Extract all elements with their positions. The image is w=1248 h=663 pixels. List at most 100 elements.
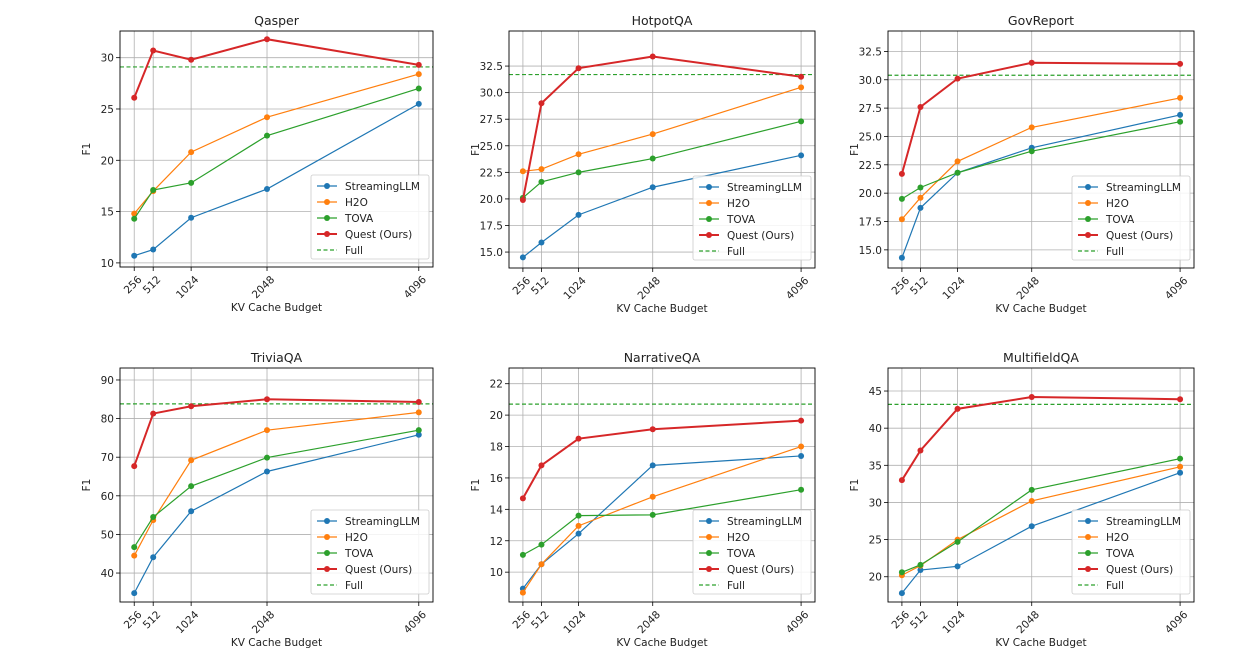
legend-box xyxy=(310,509,430,595)
data-point xyxy=(264,427,271,434)
x-tick-label: 256 xyxy=(122,609,145,632)
legend-box xyxy=(692,509,812,595)
x-tick-label: 4096 xyxy=(784,609,812,637)
y-tick-label: 90 xyxy=(101,375,114,387)
legend-swatch-marker xyxy=(1085,534,1091,540)
legend-label: Quest (Ours) xyxy=(345,229,412,241)
data-point xyxy=(649,184,656,191)
y-axis-label: F1 xyxy=(470,143,482,156)
legend-label: Quest (Ours) xyxy=(1106,564,1173,576)
y-tick-label: 25 xyxy=(101,104,114,116)
data-point xyxy=(538,100,545,107)
data-point xyxy=(1177,396,1184,403)
legend-swatch-marker xyxy=(706,534,712,540)
x-tick-label: 1024 xyxy=(174,274,202,302)
legend: StreamingLLM H2O TOVA Quest (Ours) Full xyxy=(1071,175,1191,261)
data-point xyxy=(649,155,656,162)
y-tick-label: 27.5 xyxy=(859,103,882,115)
y-tick-label: 14 xyxy=(490,504,504,516)
data-point xyxy=(131,552,138,559)
x-axis-label: KV Cache Budget xyxy=(616,637,707,649)
data-point xyxy=(415,61,422,68)
data-point xyxy=(1177,118,1184,125)
data-point xyxy=(538,166,545,173)
y-tick-label: 35 xyxy=(869,460,882,472)
data-point xyxy=(538,561,545,568)
legend-label: TOVA xyxy=(1105,214,1135,226)
data-point xyxy=(898,477,905,484)
y-tick-label: 15.0 xyxy=(859,245,882,257)
legend-label: StreamingLLM xyxy=(345,181,420,193)
subplot-title: MultifieldQA xyxy=(1003,350,1079,365)
legend-swatch-marker xyxy=(1085,216,1091,222)
data-point xyxy=(1177,94,1184,101)
data-point xyxy=(150,246,157,253)
legend-swatch-marker xyxy=(324,183,330,189)
x-axis-label: KV Cache Budget xyxy=(231,302,322,314)
data-point xyxy=(898,170,905,177)
legend-swatch-marker xyxy=(1085,550,1091,556)
y-tick-label: 27.5 xyxy=(480,114,503,126)
data-point xyxy=(188,508,195,515)
legend-box xyxy=(310,174,430,260)
x-tick-label: 512 xyxy=(529,609,552,632)
legend-label: Full xyxy=(345,245,363,257)
legend-swatch-marker xyxy=(706,216,712,222)
legend-swatch-marker xyxy=(324,215,330,221)
legend-label: TOVA xyxy=(1105,548,1135,560)
axes-frame xyxy=(508,30,816,269)
x-tick-label: 4096 xyxy=(784,275,812,303)
x-tick-label: 1024 xyxy=(561,609,589,637)
y-tick-label: 17.5 xyxy=(480,220,503,232)
y-tick-label: 25 xyxy=(869,535,882,547)
x-tick-label: 512 xyxy=(529,275,552,298)
data-point xyxy=(798,443,805,450)
data-point xyxy=(798,417,805,424)
data-point xyxy=(649,426,656,433)
data-point xyxy=(917,194,924,201)
x-tick-label: 256 xyxy=(510,609,533,632)
data-point xyxy=(415,71,422,78)
data-point xyxy=(519,589,526,596)
x-tick-label: 512 xyxy=(908,609,931,632)
legend-label: H2O xyxy=(1106,198,1129,210)
x-tick-label: 2048 xyxy=(250,609,277,636)
y-tick-label: 20.0 xyxy=(859,188,882,200)
data-point xyxy=(188,403,195,410)
data-point xyxy=(264,132,271,139)
data-point xyxy=(519,196,526,203)
y-tick-label: 20 xyxy=(101,155,114,167)
data-point xyxy=(917,567,924,574)
data-point xyxy=(150,47,157,54)
y-tick-label: 15.0 xyxy=(480,247,503,259)
data-point xyxy=(188,179,195,186)
y-tick-label: 15 xyxy=(101,207,114,219)
legend-swatch-marker xyxy=(706,232,712,238)
data-point xyxy=(649,493,656,500)
legend-swatch-marker xyxy=(706,566,712,572)
data-point xyxy=(917,204,924,211)
y-tick-label: 18 xyxy=(490,442,503,454)
x-tick-label: 256 xyxy=(889,275,912,298)
legend-box xyxy=(692,175,812,261)
x-tick-label: 4096 xyxy=(1163,275,1191,303)
y-axis-label: F1 xyxy=(81,143,93,156)
axes-frame xyxy=(119,367,434,603)
legend-swatch-marker xyxy=(706,200,712,206)
data-point xyxy=(898,254,905,261)
x-tick-label: 1024 xyxy=(561,275,589,303)
data-point xyxy=(954,75,961,82)
data-point xyxy=(519,168,526,175)
legend: StreamingLLM H2O TOVA Quest (Ours) Full xyxy=(310,174,430,260)
subplot-title: TriviaQA xyxy=(250,350,303,365)
series-line-quest-ours- xyxy=(522,419,802,499)
legend-swatch-marker xyxy=(706,184,712,190)
data-point xyxy=(898,195,905,202)
legend-label: H2O xyxy=(727,532,750,544)
data-point xyxy=(188,483,195,490)
data-point xyxy=(575,169,582,176)
data-point xyxy=(264,186,271,193)
data-point xyxy=(954,563,961,570)
